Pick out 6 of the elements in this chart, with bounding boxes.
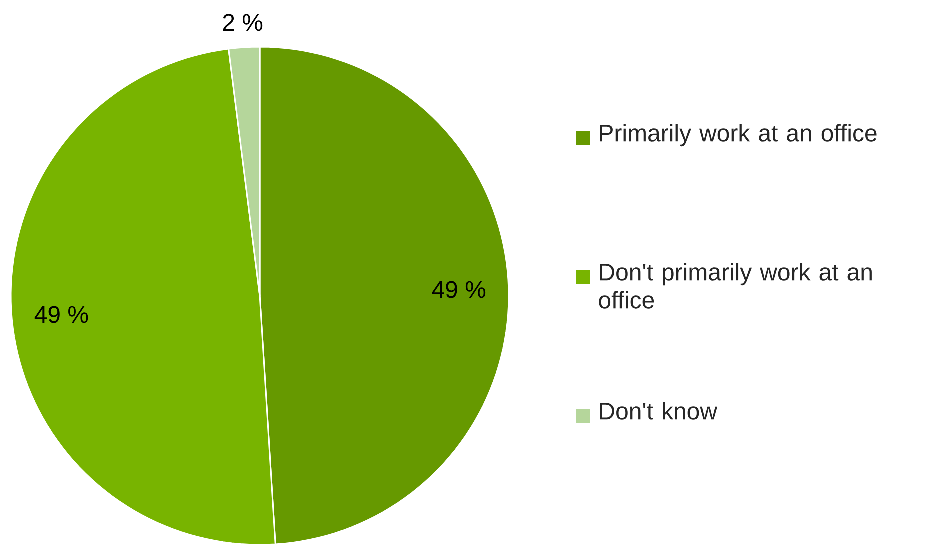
- data-label: 2 %: [223, 14, 263, 32]
- data-label: 49 %: [432, 281, 486, 298]
- data-label: 49 %: [34, 306, 88, 324]
- legend-label: Don't know: [600, 402, 718, 420]
- legend-label: Don't primarily work at an office: [599, 263, 872, 309]
- legend-label: Primarily work at an office: [600, 124, 877, 147]
